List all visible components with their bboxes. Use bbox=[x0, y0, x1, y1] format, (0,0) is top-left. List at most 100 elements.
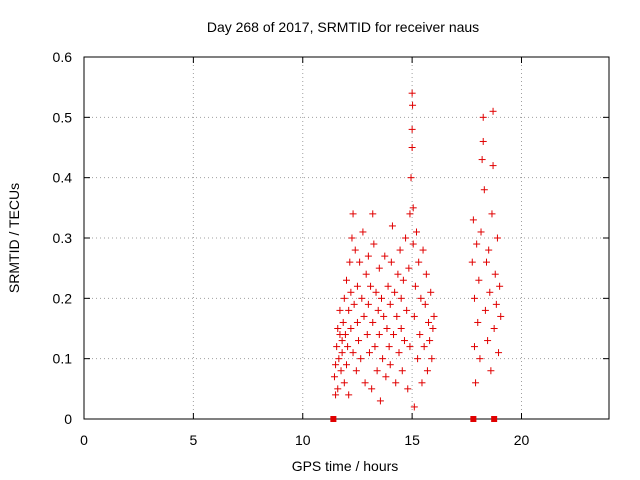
data-point bbox=[364, 252, 372, 260]
data-point bbox=[402, 234, 410, 242]
data-point bbox=[470, 294, 478, 302]
data-point bbox=[338, 337, 346, 345]
data-point bbox=[403, 306, 411, 314]
data-point bbox=[335, 355, 343, 363]
data-point bbox=[356, 258, 364, 266]
data-point bbox=[346, 258, 354, 266]
data-point bbox=[390, 331, 398, 339]
data-point bbox=[380, 312, 388, 320]
data-point bbox=[472, 379, 480, 387]
data-point bbox=[348, 234, 356, 242]
chart-title: Day 268 of 2017, SRMTID for receiver nau… bbox=[207, 19, 479, 35]
data-point bbox=[384, 282, 392, 290]
data-point bbox=[410, 312, 418, 320]
zero-marker bbox=[470, 416, 477, 422]
data-point bbox=[483, 258, 490, 266]
data-point bbox=[430, 312, 438, 320]
data-point bbox=[393, 312, 401, 320]
data-point bbox=[409, 204, 417, 212]
data-point bbox=[488, 210, 496, 218]
zero-marker bbox=[330, 416, 337, 422]
data-point bbox=[358, 294, 366, 302]
data-point bbox=[373, 367, 381, 375]
data-point bbox=[383, 325, 391, 332]
data-point bbox=[489, 107, 497, 115]
data-point bbox=[370, 240, 378, 248]
data-point bbox=[416, 331, 424, 339]
data-point bbox=[349, 349, 357, 357]
data-point bbox=[408, 89, 416, 97]
data-point bbox=[411, 282, 419, 290]
y-axis-label: SRMTID / TECUs bbox=[6, 183, 22, 293]
data-point bbox=[396, 246, 404, 254]
data-point bbox=[422, 270, 430, 278]
y-tick-label: 0.4 bbox=[53, 170, 73, 186]
data-point bbox=[353, 318, 361, 326]
data-point bbox=[355, 337, 363, 345]
data-point bbox=[340, 294, 348, 302]
data-point bbox=[332, 361, 340, 369]
data-point bbox=[413, 228, 420, 236]
data-point bbox=[398, 367, 406, 375]
data-point bbox=[347, 325, 355, 332]
data-point bbox=[357, 355, 365, 363]
data-point bbox=[345, 391, 353, 399]
data-point bbox=[394, 270, 402, 278]
data-point bbox=[427, 288, 435, 296]
data-point bbox=[404, 385, 412, 393]
data-point bbox=[489, 162, 497, 170]
data-point bbox=[375, 264, 383, 272]
data-point bbox=[367, 282, 375, 290]
data-point bbox=[391, 288, 399, 296]
data-point bbox=[345, 306, 353, 314]
x-axis-label: GPS time / hours bbox=[292, 458, 399, 474]
data-point bbox=[372, 288, 380, 296]
data-point bbox=[369, 210, 377, 218]
data-point bbox=[385, 343, 393, 351]
data-point bbox=[343, 361, 350, 369]
data-point bbox=[340, 379, 348, 387]
data-point bbox=[344, 343, 352, 351]
data-point bbox=[400, 337, 408, 345]
data-point bbox=[332, 391, 340, 399]
data-point bbox=[405, 264, 413, 272]
data-point bbox=[473, 240, 481, 248]
data-point bbox=[421, 300, 429, 308]
data-point bbox=[481, 306, 489, 314]
zero-marker bbox=[491, 416, 498, 422]
data-point bbox=[397, 294, 405, 302]
data-point bbox=[337, 367, 345, 375]
data-point bbox=[382, 373, 390, 381]
data-point bbox=[376, 397, 384, 405]
axis-ticks bbox=[83, 56, 609, 420]
data-point bbox=[406, 210, 414, 218]
data-point bbox=[395, 349, 403, 357]
data-point bbox=[423, 367, 431, 375]
data-point bbox=[397, 325, 405, 332]
data-point bbox=[418, 379, 426, 387]
y-tick-label: 0.1 bbox=[53, 351, 73, 367]
x-tick-label: 5 bbox=[189, 432, 197, 448]
data-point bbox=[476, 355, 484, 363]
data-point bbox=[493, 234, 501, 242]
grid-lines bbox=[84, 57, 609, 419]
data-point bbox=[343, 276, 350, 284]
data-point bbox=[387, 258, 395, 266]
data-point bbox=[409, 240, 417, 248]
data-point bbox=[349, 210, 357, 218]
data-point bbox=[477, 228, 485, 236]
data-point bbox=[478, 156, 486, 164]
data-point bbox=[474, 318, 482, 326]
data-point bbox=[469, 216, 477, 224]
data-point bbox=[406, 343, 414, 351]
data-point bbox=[362, 270, 370, 278]
data-point bbox=[375, 331, 383, 339]
data-point bbox=[386, 361, 394, 369]
data-point bbox=[425, 318, 433, 326]
data-point bbox=[386, 300, 394, 308]
data-point bbox=[486, 288, 494, 296]
data-point bbox=[350, 300, 358, 308]
data-point bbox=[468, 258, 476, 266]
data-point bbox=[361, 379, 369, 387]
